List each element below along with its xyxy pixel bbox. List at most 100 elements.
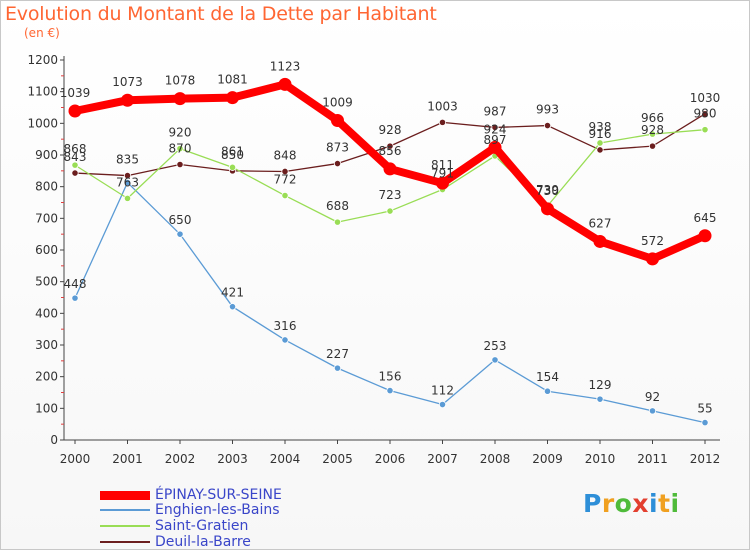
data-label-3: 850 xyxy=(221,148,244,162)
data-label-2: 897 xyxy=(484,133,507,147)
data-label-0: 856 xyxy=(379,144,402,158)
data-point-3 xyxy=(386,142,394,150)
data-point-0 xyxy=(698,229,712,243)
x-tick-label: 2002 xyxy=(165,452,196,466)
x-tick-label: 2003 xyxy=(217,452,248,466)
logo-letter: i xyxy=(649,489,659,518)
logo-letter: r xyxy=(601,489,615,518)
legend-label-epinay: ÉPINAY-SUR-SEINE xyxy=(155,487,282,503)
data-label-2: 763 xyxy=(116,175,139,189)
data-point-1 xyxy=(176,230,184,238)
logo-letter: x xyxy=(632,489,649,518)
data-point-2 xyxy=(123,194,132,202)
data-label-2: 868 xyxy=(64,142,87,156)
data-point-1 xyxy=(71,294,79,302)
data-label-3: 1030 xyxy=(690,91,721,105)
data-point-3 xyxy=(543,121,552,130)
data-label-1: 129 xyxy=(589,378,612,392)
data-point-2 xyxy=(596,139,604,147)
data-label-0: 1039 xyxy=(60,86,91,100)
data-label-1: 421 xyxy=(221,286,244,300)
data-label-1: 448 xyxy=(64,277,87,291)
data-label-1: 156 xyxy=(379,370,402,384)
legend-label-deuil: Deuil-la-Barre xyxy=(155,534,251,550)
data-label-3: 848 xyxy=(274,148,297,162)
data-point-1 xyxy=(386,386,394,395)
data-point-2 xyxy=(648,130,657,138)
x-tick-label: 2011 xyxy=(637,452,668,466)
x-tick-label: 2006 xyxy=(375,452,406,466)
data-point-1 xyxy=(596,395,604,403)
data-label-1: 227 xyxy=(326,347,349,361)
data-point-0 xyxy=(541,202,554,216)
data-label-0: 627 xyxy=(589,216,612,230)
data-point-3 xyxy=(596,146,604,154)
data-label-0: 924 xyxy=(484,122,507,136)
y-tick-label: 200 xyxy=(35,370,58,384)
logo-letter: t xyxy=(658,489,671,518)
data-label-0: 572 xyxy=(641,234,664,248)
data-point-0 xyxy=(68,104,82,118)
data-point-3 xyxy=(701,110,709,118)
data-point-0 xyxy=(226,91,239,105)
data-point-2 xyxy=(701,126,709,134)
data-label-2: 772 xyxy=(274,173,297,187)
data-point-1 xyxy=(701,418,709,427)
data-point-0 xyxy=(383,162,397,176)
y-tick-label: 500 xyxy=(35,275,58,289)
data-label-1: 92 xyxy=(645,390,660,404)
x-tick-label: 2008 xyxy=(480,452,511,466)
data-label-3: 843 xyxy=(64,150,87,164)
y-tick-label: 400 xyxy=(35,306,58,320)
data-point-3 xyxy=(71,169,79,177)
data-point-0 xyxy=(646,252,659,266)
legend-label-saint-gratien: Saint-Gratien xyxy=(155,518,249,534)
data-label-2: 938 xyxy=(589,120,612,134)
x-tick-label: 2007 xyxy=(427,452,458,466)
data-point-3 xyxy=(333,159,342,168)
data-point-3 xyxy=(491,123,499,132)
data-label-0: 1078 xyxy=(165,74,196,88)
x-tick-label: 2009 xyxy=(532,452,563,466)
data-label-0: 1073 xyxy=(112,75,143,89)
data-label-0: 811 xyxy=(431,158,454,172)
data-label-3: 1003 xyxy=(427,99,458,113)
data-label-0: 1081 xyxy=(217,73,248,87)
data-label-1: 112 xyxy=(431,384,454,398)
data-point-3 xyxy=(281,167,289,176)
data-label-3: 993 xyxy=(536,103,559,117)
chart-title: Evolution du Montant de la Dette par Hab… xyxy=(5,3,437,25)
data-point-2 xyxy=(333,218,342,226)
y-tick-label: 600 xyxy=(35,243,58,257)
data-label-2: 861 xyxy=(221,144,244,158)
data-label-0: 1009 xyxy=(322,95,353,109)
data-label-1: 154 xyxy=(536,370,559,384)
legend-label-enghien: Enghien-les-Bains xyxy=(155,502,280,518)
data-point-1 xyxy=(333,364,342,372)
data-label-2: 688 xyxy=(326,199,349,213)
data-point-2 xyxy=(176,145,184,153)
legend-swatch-deuil xyxy=(100,541,150,543)
data-label-3: 928 xyxy=(641,123,664,137)
data-point-1 xyxy=(228,303,237,311)
data-point-1 xyxy=(491,356,499,364)
legend-swatch-saint-gratien xyxy=(100,525,150,527)
data-label-0: 1123 xyxy=(270,59,301,73)
data-label-1: 253 xyxy=(484,339,507,353)
x-tick-label: 2000 xyxy=(60,452,91,466)
data-label-2: 723 xyxy=(379,188,402,202)
data-label-2: 920 xyxy=(169,126,192,140)
data-point-3 xyxy=(176,160,184,169)
logo-letter: i xyxy=(670,489,680,518)
data-point-1 xyxy=(648,407,657,415)
data-point-0 xyxy=(593,234,607,248)
data-label-2: 980 xyxy=(694,107,717,121)
x-tick-label: 2001 xyxy=(112,452,143,466)
y-tick-label: 700 xyxy=(35,211,58,225)
y-tick-label: 1100 xyxy=(27,85,58,99)
data-point-1 xyxy=(123,178,132,187)
y-tick-label: 300 xyxy=(35,338,58,352)
y-tick-label: 900 xyxy=(35,148,58,162)
y-tick-label: 1200 xyxy=(27,53,58,67)
